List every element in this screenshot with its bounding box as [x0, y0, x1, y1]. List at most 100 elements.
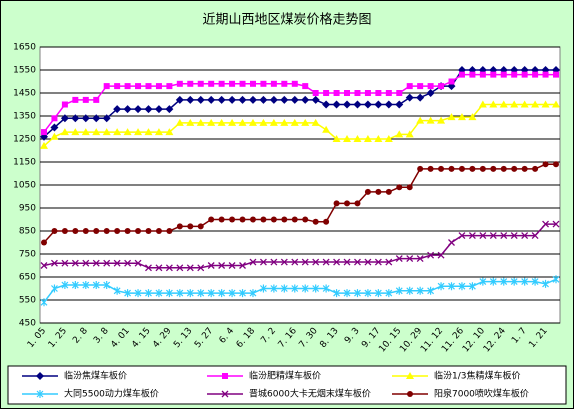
data-point — [374, 100, 383, 109]
data-point — [92, 128, 101, 136]
data-point — [405, 130, 414, 138]
data-point — [510, 100, 519, 108]
data-point — [176, 80, 183, 87]
data-point — [217, 95, 226, 104]
data-point — [228, 262, 236, 269]
data-point — [332, 100, 341, 109]
data-point — [395, 286, 403, 295]
data-point — [437, 116, 446, 124]
data-point — [144, 128, 153, 136]
data-point — [322, 284, 330, 293]
data-point — [280, 95, 289, 104]
data-point — [531, 232, 539, 240]
data-point — [479, 165, 486, 172]
data-point — [124, 259, 132, 267]
data-point — [469, 165, 476, 172]
data-point — [81, 128, 90, 136]
data-point — [302, 83, 309, 90]
data-point — [478, 100, 487, 108]
data-point — [145, 83, 152, 90]
data-point — [542, 279, 549, 288]
data-point — [344, 90, 351, 96]
data-point — [196, 95, 205, 104]
data-point — [353, 100, 362, 109]
data-point — [113, 128, 122, 136]
data-point — [490, 165, 497, 172]
data-point — [333, 200, 340, 207]
data-point — [312, 284, 320, 293]
data-point — [40, 262, 48, 269]
data-point — [135, 228, 142, 234]
data-point — [479, 232, 487, 240]
data-point — [458, 165, 465, 172]
data-point — [249, 258, 257, 266]
data-point — [102, 114, 111, 123]
data-point — [532, 71, 539, 78]
data-point — [510, 232, 518, 240]
data-point — [175, 118, 184, 126]
data-point — [165, 105, 174, 114]
data-point — [541, 100, 550, 108]
data-point — [364, 188, 371, 195]
data-point — [155, 228, 162, 234]
data-point — [343, 135, 352, 142]
data-point — [238, 118, 247, 126]
data-point — [260, 80, 267, 87]
data-point — [291, 80, 298, 87]
data-point — [553, 71, 559, 78]
data-point — [207, 262, 215, 269]
data-point — [395, 255, 403, 263]
data-point — [114, 83, 121, 90]
data-point — [395, 100, 404, 109]
data-point — [438, 165, 445, 172]
data-point — [291, 284, 299, 293]
legend-label: 阳泉7000喷吹煤车板价 — [434, 388, 529, 400]
data-point — [542, 71, 549, 78]
data-point — [51, 284, 58, 293]
data-point — [427, 251, 435, 259]
data-point — [448, 282, 455, 291]
data-point — [186, 95, 195, 104]
data-point — [427, 83, 434, 90]
data-point — [269, 95, 278, 104]
data-point — [280, 118, 289, 126]
data-point — [553, 161, 559, 168]
data-point — [186, 289, 194, 298]
data-point — [218, 216, 225, 223]
data-point — [207, 118, 216, 126]
data-point — [229, 216, 236, 223]
data-point — [511, 71, 518, 78]
data-point — [405, 93, 414, 102]
data-point — [489, 232, 497, 240]
data-point — [490, 71, 497, 78]
data-point — [249, 216, 256, 223]
data-point — [249, 80, 256, 87]
data-point — [417, 165, 424, 172]
data-point — [426, 116, 435, 124]
data-point — [113, 286, 121, 295]
legend-marker — [36, 372, 44, 380]
data-point — [270, 284, 278, 293]
data-point — [521, 71, 528, 78]
data-point — [375, 90, 382, 96]
data-point — [322, 125, 331, 133]
data-point — [197, 80, 204, 87]
data-point — [155, 289, 163, 298]
data-point — [165, 264, 173, 272]
data-point — [427, 165, 434, 172]
data-point — [312, 218, 319, 225]
data-point — [437, 282, 445, 291]
data-point — [228, 118, 237, 126]
data-point — [438, 83, 445, 90]
data-point — [41, 129, 47, 136]
data-point — [531, 277, 539, 286]
y-tick-label: 950 — [19, 204, 36, 214]
data-point — [385, 188, 392, 195]
data-point — [259, 258, 267, 266]
data-point — [208, 216, 215, 223]
data-point — [61, 281, 69, 290]
data-point — [186, 264, 194, 272]
data-point — [239, 80, 246, 87]
data-point — [531, 100, 540, 108]
data-point — [248, 95, 257, 104]
